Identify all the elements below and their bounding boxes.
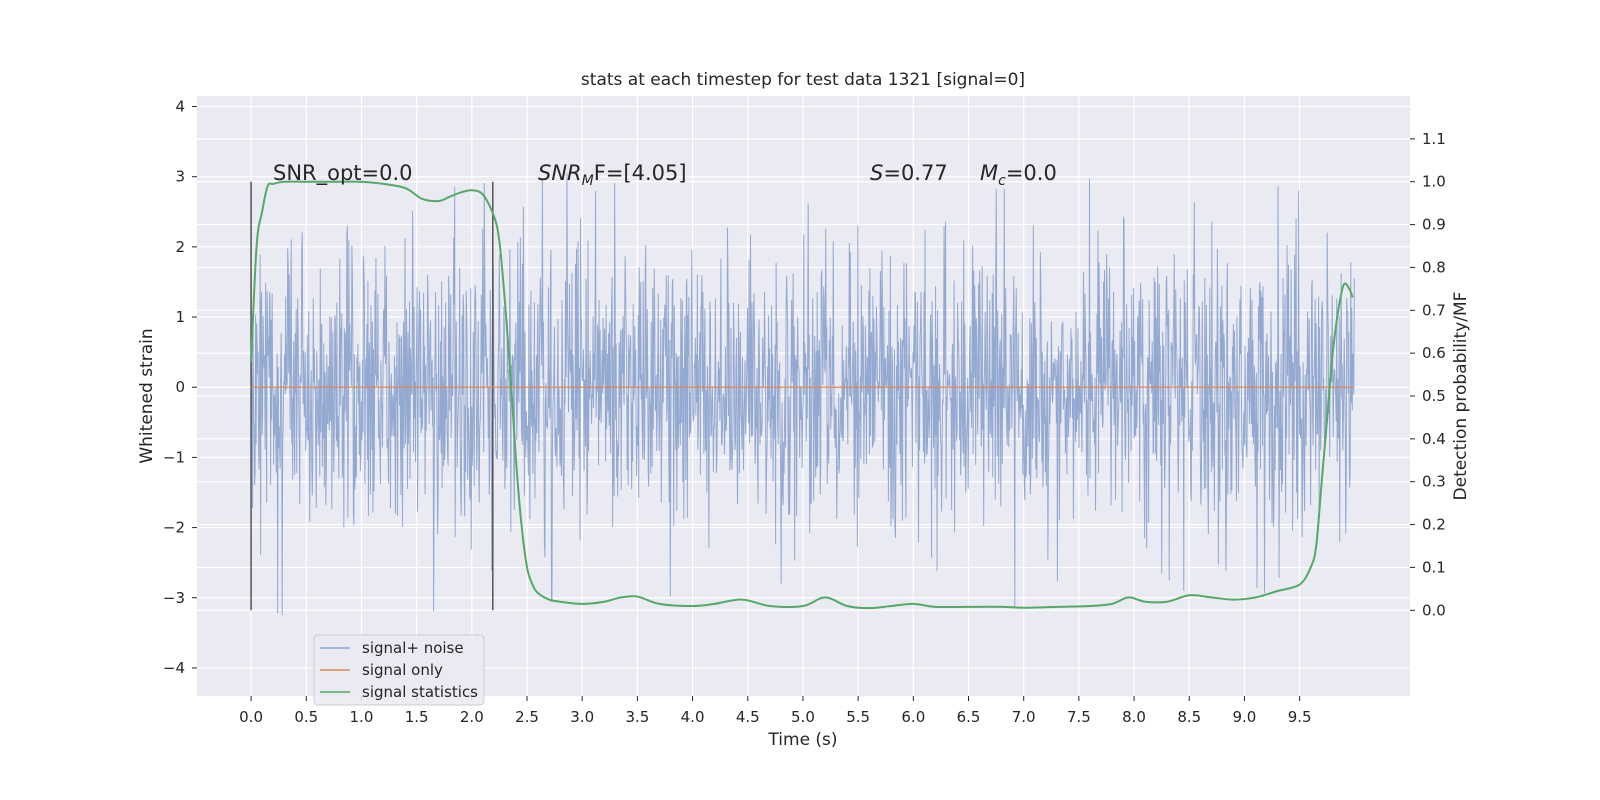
x-tick-label: 2.5 <box>515 708 539 726</box>
y-left-tick-label: −1 <box>163 448 185 466</box>
y-left-axis-label: Whitened strain <box>137 328 157 463</box>
signal-noise-series <box>250 173 1355 616</box>
x-tick-label: 1.5 <box>405 708 429 726</box>
annotation-s: S=0.77 <box>870 161 948 185</box>
x-tick-label: 5.5 <box>846 708 870 726</box>
x-tick-label: 2.0 <box>460 708 484 726</box>
y-right-tick-label: 0.1 <box>1422 558 1446 576</box>
x-tick-label: 0.5 <box>294 708 318 726</box>
y-left-tick-label: 0 <box>175 378 185 396</box>
y-right-tick-label: 0.9 <box>1422 216 1446 234</box>
x-tick-label: 8.5 <box>1177 708 1201 726</box>
annotation-snr-mf: SNRMF=[4.05] <box>538 161 687 189</box>
legend-label-signal-statistics: signal statistics <box>362 683 478 701</box>
legend: signal+ noise signal only signal statist… <box>313 634 485 706</box>
x-tick-label: 1.0 <box>350 708 374 726</box>
x-axis-label: Time (s) <box>767 730 837 750</box>
legend-label-signal-only: signal only <box>362 661 443 679</box>
x-tick-label: 4.0 <box>681 708 705 726</box>
y-left-tick-label: 2 <box>175 238 185 256</box>
chart-title: stats at each timestep for test data 132… <box>581 70 1025 90</box>
signal-statistics-series <box>250 180 1354 610</box>
annotation-snr-opt: SNR_opt=0.0 <box>273 161 413 186</box>
x-tick-label: 4.5 <box>736 708 760 726</box>
signal-noise-line <box>250 173 1355 616</box>
y-left-tick-label: −3 <box>163 589 185 607</box>
y-right-tick-label: 0.2 <box>1422 516 1446 534</box>
y-right-tick-label: 0.4 <box>1422 430 1446 448</box>
x-tick-label: 7.5 <box>1067 708 1091 726</box>
x-tick-label: 6.0 <box>901 708 925 726</box>
x-axis-ticks: 0.0 0.5 1.0 1.5 2.0 2.5 3.0 3.5 4.0 4.5 5.0 5.5 6.0 6… <box>239 696 1312 726</box>
legend-box <box>313 634 485 706</box>
legend-label-signal-noise: signal+ noise <box>362 639 464 657</box>
signal-statistics-line <box>250 180 1354 610</box>
x-tick-label: 5.0 <box>791 708 815 726</box>
x-tick-label: 3.5 <box>625 708 649 726</box>
x-tick-label: 3.0 <box>570 708 594 726</box>
y-left-tick-label: −4 <box>163 659 185 677</box>
y-right-tick-label: 0.5 <box>1422 387 1446 405</box>
y-right-tick-label: 0.3 <box>1422 473 1446 491</box>
x-tick-label: 9.5 <box>1288 708 1312 726</box>
annotation-mc: Mc=0.0 <box>980 161 1057 189</box>
x-tick-label: 0.0 <box>239 708 263 726</box>
y-left-axis-ticks: −4 −3 −2 −1 0 1 2 3 4 <box>163 98 197 677</box>
y-right-tick-label: 0.8 <box>1422 258 1446 276</box>
y-left-tick-label: 3 <box>175 168 185 186</box>
y-right-tick-label: 0.6 <box>1422 344 1446 362</box>
y-right-axis-ticks: 0.0 0.1 0.2 0.3 0.4 0.5 0.6 0.7 0.8 0.9 1.0 1.1 <box>1410 130 1446 619</box>
y-left-tick-label: 1 <box>175 308 185 326</box>
y-left-tick-label: 4 <box>175 98 185 116</box>
y-right-tick-label: 0.0 <box>1422 601 1446 619</box>
y-right-tick-label: 0.7 <box>1422 301 1446 319</box>
y-right-tick-label: 1.1 <box>1422 130 1446 148</box>
y-right-axis-label: Detection probability/MF <box>1451 292 1471 501</box>
x-tick-label: 8.0 <box>1122 708 1146 726</box>
x-tick-label: 9.0 <box>1233 708 1257 726</box>
y-right-tick-label: 1.0 <box>1422 173 1446 191</box>
y-left-tick-label: −2 <box>163 519 185 537</box>
vertical-markers <box>250 181 494 611</box>
x-tick-label: 6.5 <box>957 708 981 726</box>
x-tick-label: 7.0 <box>1012 708 1036 726</box>
